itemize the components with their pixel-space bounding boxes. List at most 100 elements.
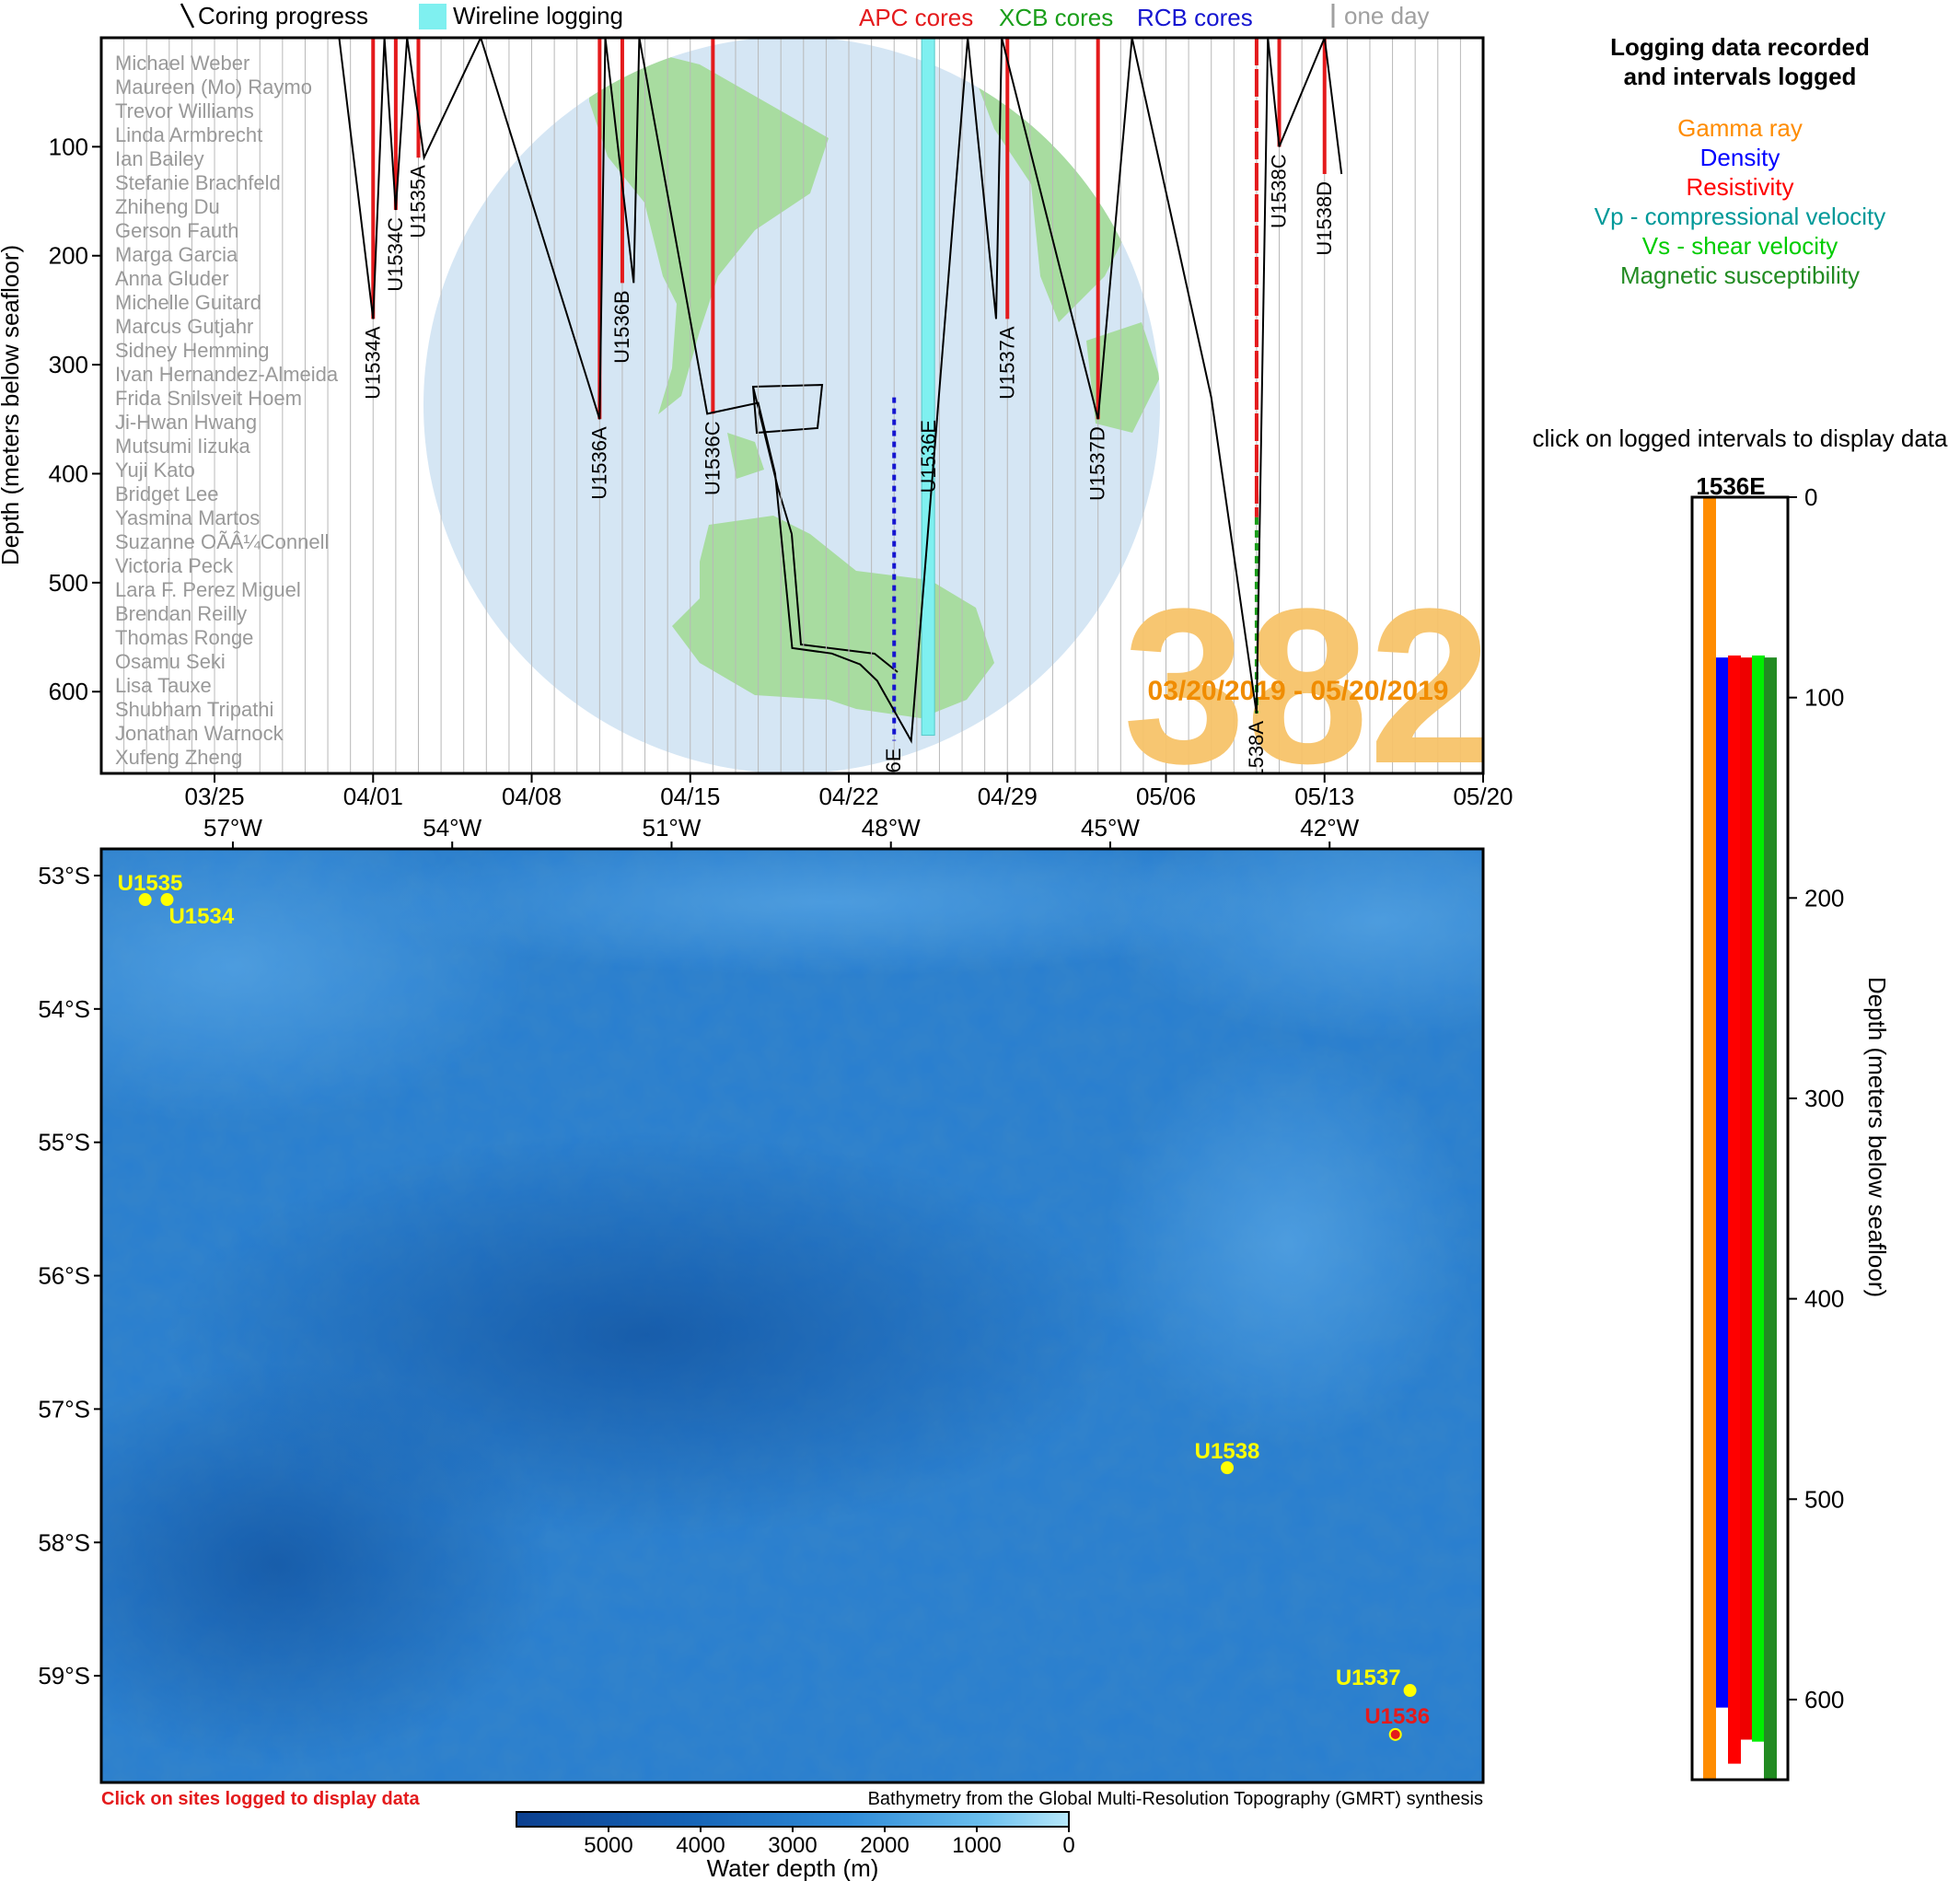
colorbar-ticks: 5000 4000 3000 2000 1000 0 (584, 1827, 1075, 1858)
legend-gamma-ray: Gamma ray (1677, 114, 1803, 142)
lon-tick-label: 45°W (1081, 814, 1140, 842)
antarctica-landmass (672, 516, 994, 718)
timeline-y-axis-label: Depth (meters below seafloor) (0, 245, 24, 565)
interval-bar-density[interactable] (1716, 657, 1729, 1708)
logged-intervals-panel: 1536E 0 100 200 300 400 500 600 Depth (meters … (1690, 472, 1891, 1782)
nz-landmass (727, 433, 764, 479)
legend-resistivity: Resistivity (1686, 173, 1793, 201)
x-tick-label: 04/29 (978, 783, 1038, 810)
timeline-x-axis: 03/25 04/01 04/08 04/15 04/22 04/29 05/06 05/13… (184, 773, 1513, 810)
logging-title-line2: and intervals logged (1624, 63, 1857, 90)
lon-tick-label: 54°W (423, 814, 481, 842)
shallow-ridge-north (368, 849, 1289, 976)
hole-label-u1538c: U1538C (1268, 154, 1291, 228)
lon-tick-label: 48°W (862, 814, 921, 842)
site-label: U1537 (1336, 1666, 1401, 1690)
legend-rcb-cores: RCB cores (1137, 4, 1253, 31)
site-u1536[interactable]: U1536 (1364, 1704, 1430, 1741)
legend-vp: Vp - compressional velocity (1595, 203, 1885, 230)
scientist-name: Lisa Tauxe (115, 674, 212, 697)
scientist-name: Thomas Ronge (115, 626, 253, 649)
scientist-name: Bridget Lee (115, 482, 219, 505)
intervals-depth-axis: 0 100 200 300 400 500 600 (1788, 483, 1844, 1713)
x-tick-label: 04/15 (660, 783, 720, 810)
map-frame (99, 847, 1485, 1784)
depth-tick-label: 100 (1804, 684, 1844, 712)
map-axes: 57°W 54°W 51°W 48°W 45°W 42°W 53°S 54°S 55°S 56°S… (38, 814, 1359, 1689)
coring-progress-legend-line (180, 3, 195, 29)
lat-tick-label: 54°S (38, 995, 90, 1023)
scientist-name: Ian Bailey (115, 147, 204, 170)
hole-label-u1536e: U1536E (882, 748, 905, 821)
legend-coring-progress: Coring progress (198, 2, 368, 29)
scientist-name: Michelle Guitard (115, 291, 261, 314)
colorbar-tick-label: 1000 (952, 1833, 1001, 1858)
site-label: U1535 (118, 871, 183, 896)
scientist-name: Xufeng Zheng (115, 746, 242, 769)
lat-tick-label: 53°S (38, 862, 90, 889)
bathymetry-map-panel: 57°W 54°W 51°W 48°W 45°W 42°W 53°S 54°S 55°S 56°S… (38, 814, 1485, 1881)
y-tick-label: 400 (49, 459, 88, 487)
globe-inset (423, 38, 1160, 773)
y-tick-label: 300 (49, 351, 88, 378)
scientist-name: Victoria Peck (115, 554, 234, 577)
site-marker (1403, 1684, 1417, 1698)
site-marker[interactable] (1388, 1727, 1402, 1741)
interval-bar-resistivity[interactable] (1728, 655, 1741, 1764)
site-u1537: U1537 (1336, 1666, 1417, 1698)
x-tick-label: 04/01 (343, 783, 403, 810)
scientist-name: Gerson Fauth (115, 219, 239, 242)
site-label[interactable]: U1536 (1364, 1704, 1430, 1729)
y-tick-label: 200 (49, 242, 88, 270)
scientist-name: Jonathan Warnock (115, 722, 284, 745)
depth-tick-label: 0 (1804, 483, 1817, 511)
hole-label-u1538a: U1538A (1245, 721, 1268, 795)
scientist-name: Suzanne OÃÂ¼Connell (115, 530, 329, 553)
timeline-frame (99, 36, 1485, 775)
legend-xcb-cores: XCB cores (999, 4, 1113, 31)
x-tick-label: 04/22 (818, 783, 878, 810)
scientist-name: Maureen (Mo) Raymo (115, 75, 312, 99)
lat-tick-label: 57°S (38, 1395, 90, 1422)
site-label: U1534 (168, 904, 234, 929)
scientist-name: Mutsumi Iizuka (115, 435, 250, 458)
colorbar-tick-label: 3000 (768, 1833, 817, 1858)
hole-label-u1538d: U1538D (1313, 181, 1336, 256)
site-u1538: U1538 (1195, 1439, 1259, 1475)
interval-bar-magnetic-susceptibility[interactable] (1764, 657, 1777, 1780)
timeline-y-axis: 100 200 300 400 500 600 (49, 133, 101, 705)
colorbar-tick-label: 4000 (676, 1833, 725, 1858)
interval-bars (1703, 497, 1777, 1780)
hole-label-u1536c: U1536C (701, 421, 724, 495)
hole-header: 1536E (1696, 472, 1765, 500)
lon-tick-label: 57°W (203, 814, 262, 842)
scientist-name: Frida Snilsveit Hoem (115, 387, 302, 410)
interval-bar-vs-shear-velocity[interactable] (1752, 655, 1765, 1742)
water-depth-colorbar (516, 1811, 1070, 1828)
depth-tick-label: 400 (1804, 1285, 1844, 1313)
hole-label-u1534c: U1534C (384, 217, 407, 292)
intervals-y-axis-label: Depth (meters below seafloor) (1863, 977, 1891, 1297)
legend-apc-cores: APC cores (859, 4, 973, 31)
site-marker (160, 893, 174, 907)
scientist-name: Yuji Kato (115, 459, 195, 482)
wireline-logging-bar[interactable] (921, 38, 935, 737)
scientist-name: Lara F. Perez Miguel (115, 578, 301, 601)
interval-bar-vp-compressional-velocity[interactable] (1740, 657, 1753, 1740)
hole-label-u1535a: U1535A (406, 165, 429, 238)
lat-tick-label: 58°S (38, 1528, 90, 1556)
lat-tick-label: 55°S (38, 1129, 90, 1156)
intervals-frame (1690, 495, 1790, 1782)
legend: Coring progress Wireline logging APC cor… (180, 2, 1430, 31)
interval-bar-gamma-ray[interactable] (1703, 497, 1716, 1780)
colorbar-tick-label: 2000 (860, 1833, 909, 1858)
globe-ocean (423, 38, 1160, 773)
study-area-box (751, 383, 824, 435)
hole-label-u1537a: U1537A (995, 326, 1018, 400)
x-tick-label: 03/25 (184, 783, 244, 810)
hole-label-u1537d: U1537D (1086, 426, 1109, 501)
map-sites: U1535 U1534 U1538 U1537 U1536 (118, 871, 1430, 1741)
scientist-name: Ivan Hernandez-Almeida (115, 363, 339, 386)
